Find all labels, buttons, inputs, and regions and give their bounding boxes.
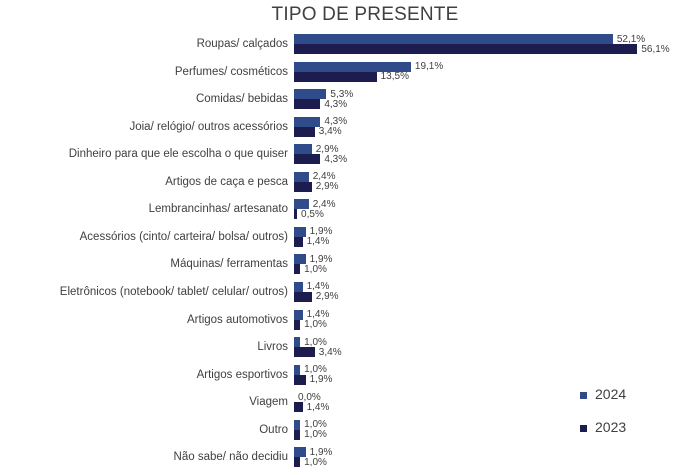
category-label: Livros: [257, 341, 288, 354]
value-label-2023: 13,5%: [380, 71, 409, 83]
category-label: Outro: [259, 423, 288, 436]
value-label-2023: 4,3%: [324, 153, 348, 165]
value-label-2024: 19,1%: [414, 61, 444, 73]
bar-2024: [294, 144, 312, 155]
bar-2023: [294, 236, 303, 247]
value-label-2024: 5,3%: [330, 88, 354, 100]
chart-title: TIPO DE PRESENTE: [271, 4, 459, 25]
value-label-2024: 2,4%: [312, 171, 336, 183]
value-label-2023: 1,4%: [306, 401, 330, 413]
value-label-2024: 1,0%: [304, 364, 327, 376]
bar-2024: [294, 364, 301, 375]
value-label-2023: 1,0%: [304, 319, 327, 330]
bar-2023: [294, 457, 301, 468]
value-label-2024: 0,0%: [298, 391, 321, 403]
bar-2023: [294, 347, 315, 358]
value-label-2023: 1,4%: [306, 236, 330, 248]
value-label-2023: 3,4%: [318, 346, 342, 358]
value-label-2024: 1,0%: [304, 419, 327, 431]
bar-2023: [294, 44, 638, 54]
bar-2023: [294, 429, 301, 440]
bar-2024: [294, 171, 309, 182]
value-label-2023: 0,5%: [301, 208, 324, 220]
value-label-2023: 2,9%: [315, 181, 339, 193]
bar-2023: [294, 264, 301, 275]
legend-label: 2023: [595, 419, 627, 435]
value-label-2023: 2,9%: [315, 291, 339, 303]
legend-label: 2024: [595, 386, 627, 402]
bar-2024: [294, 337, 301, 348]
bar-2023: [294, 374, 306, 385]
value-label-2023: 1,0%: [304, 456, 327, 468]
legend-item-2024: 2024: [580, 386, 626, 402]
category-label: Joia/ relógio/ outros acessórios: [129, 120, 288, 133]
value-label-2023: 4,3%: [324, 98, 348, 110]
value-label-2024: 2,9%: [315, 143, 339, 155]
value-label-2024: 1,9%: [309, 446, 333, 458]
bar-2023: [294, 181, 312, 192]
bar-2024: [294, 199, 309, 210]
value-label-2024: 1,9%: [309, 253, 333, 265]
value-label-2024: 1,9%: [309, 226, 333, 238]
value-label-2024: 2,4%: [312, 198, 336, 210]
value-label-2024: 1,4%: [306, 309, 330, 320]
category-label: Não sabe/ não decidiu: [173, 451, 288, 464]
value-label-2024: 1,0%: [304, 336, 327, 348]
category-label: Máquinas/ ferramentas: [170, 258, 288, 271]
bar-2023: [294, 126, 315, 137]
category-label: Eletrônicos (notebook/ tablet/ celular/ …: [59, 285, 288, 298]
value-label-2023: 1,0%: [304, 429, 327, 441]
bar-2024: [294, 61, 411, 72]
bar-2024: [294, 309, 303, 320]
value-label-2024: 1,4%: [306, 281, 330, 293]
bar-2024: [294, 116, 321, 127]
category-label: Comidas/ bebidas: [195, 93, 288, 106]
value-label-2024: 4,3%: [324, 116, 348, 128]
bar-2024: [294, 419, 301, 430]
category-label: Viagem: [249, 396, 288, 409]
category-label: Perfumes/ cosméticos: [174, 65, 288, 78]
bar-2023: [294, 154, 321, 165]
bar-2024: [294, 34, 613, 44]
value-label-2024: 52,1%: [616, 33, 646, 45]
bar-2024: [294, 89, 327, 100]
legend-swatch: [580, 391, 587, 399]
bar-2023: [294, 402, 303, 413]
bar-2023: [294, 319, 301, 330]
category-label: Artigos de caça e pesca: [165, 175, 288, 188]
bar-2023: [294, 71, 377, 82]
bar-2023: [294, 99, 321, 110]
bar-2024: [294, 447, 306, 458]
value-label-2023: 1,0%: [304, 263, 327, 275]
bar-2024: [294, 254, 306, 265]
category-label: Artigos automotivos: [187, 313, 288, 326]
value-label-2023: 1,9%: [309, 374, 333, 386]
legend-swatch: [580, 424, 587, 432]
category-label: Lembrancinhas/ artesanato: [148, 203, 288, 216]
category-label: Artigos esportivos: [196, 368, 288, 381]
legend-item-2023: 2023: [580, 419, 626, 435]
bar-2023: [294, 291, 312, 302]
bar-2023: [294, 209, 298, 220]
value-label-2023: 56,1%: [641, 43, 670, 55]
category-label: Roupas/ calçados: [196, 38, 288, 50]
value-label-2023: 3,4%: [318, 126, 342, 138]
category-label: Dinheiro para que ele escolha o que quis…: [68, 148, 288, 161]
category-label: Acessórios (cinto/ carteira/ bolsa/ outr…: [79, 230, 288, 243]
bar-2024: [294, 281, 303, 292]
bar-2024: [294, 226, 306, 237]
